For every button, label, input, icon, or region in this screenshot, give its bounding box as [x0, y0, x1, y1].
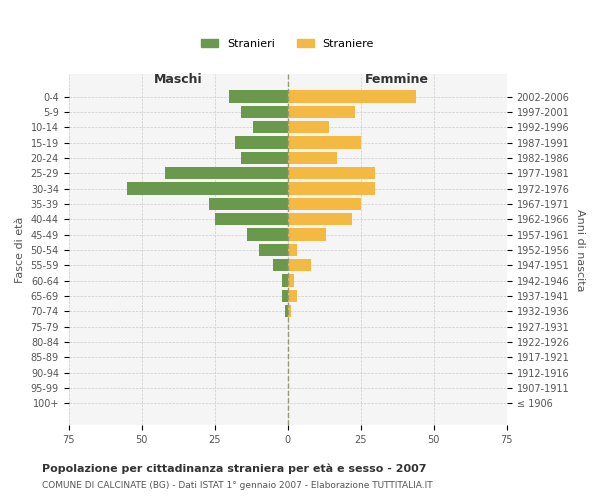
Bar: [282, 274, 288, 286]
Text: Femmine: Femmine: [365, 73, 429, 86]
Y-axis label: Anni di nascita: Anni di nascita: [575, 208, 585, 291]
Bar: [241, 152, 288, 164]
Bar: [288, 136, 361, 148]
Bar: [241, 106, 288, 118]
Bar: [288, 198, 361, 210]
Bar: [288, 182, 376, 194]
Bar: [209, 198, 288, 210]
Bar: [165, 167, 288, 179]
Bar: [285, 305, 288, 318]
Bar: [288, 290, 296, 302]
Bar: [253, 121, 288, 134]
Bar: [229, 90, 288, 102]
Bar: [215, 213, 288, 226]
Y-axis label: Fasce di età: Fasce di età: [15, 216, 25, 283]
Bar: [288, 152, 337, 164]
Bar: [288, 274, 293, 286]
Bar: [288, 259, 311, 272]
Bar: [273, 259, 288, 272]
Bar: [288, 167, 376, 179]
Text: Maschi: Maschi: [154, 73, 203, 86]
Bar: [247, 228, 288, 240]
Bar: [288, 305, 290, 318]
Bar: [127, 182, 288, 194]
Text: Popolazione per cittadinanza straniera per età e sesso - 2007: Popolazione per cittadinanza straniera p…: [42, 464, 427, 474]
Bar: [288, 90, 416, 102]
Bar: [259, 244, 288, 256]
Bar: [288, 121, 329, 134]
Bar: [288, 244, 296, 256]
Bar: [288, 228, 326, 240]
Bar: [288, 106, 355, 118]
Text: COMUNE DI CALCINATE (BG) - Dati ISTAT 1° gennaio 2007 - Elaborazione TUTTITALIA.: COMUNE DI CALCINATE (BG) - Dati ISTAT 1°…: [42, 480, 433, 490]
Legend: Stranieri, Straniere: Stranieri, Straniere: [197, 34, 379, 54]
Bar: [288, 213, 352, 226]
Bar: [282, 290, 288, 302]
Bar: [235, 136, 288, 148]
